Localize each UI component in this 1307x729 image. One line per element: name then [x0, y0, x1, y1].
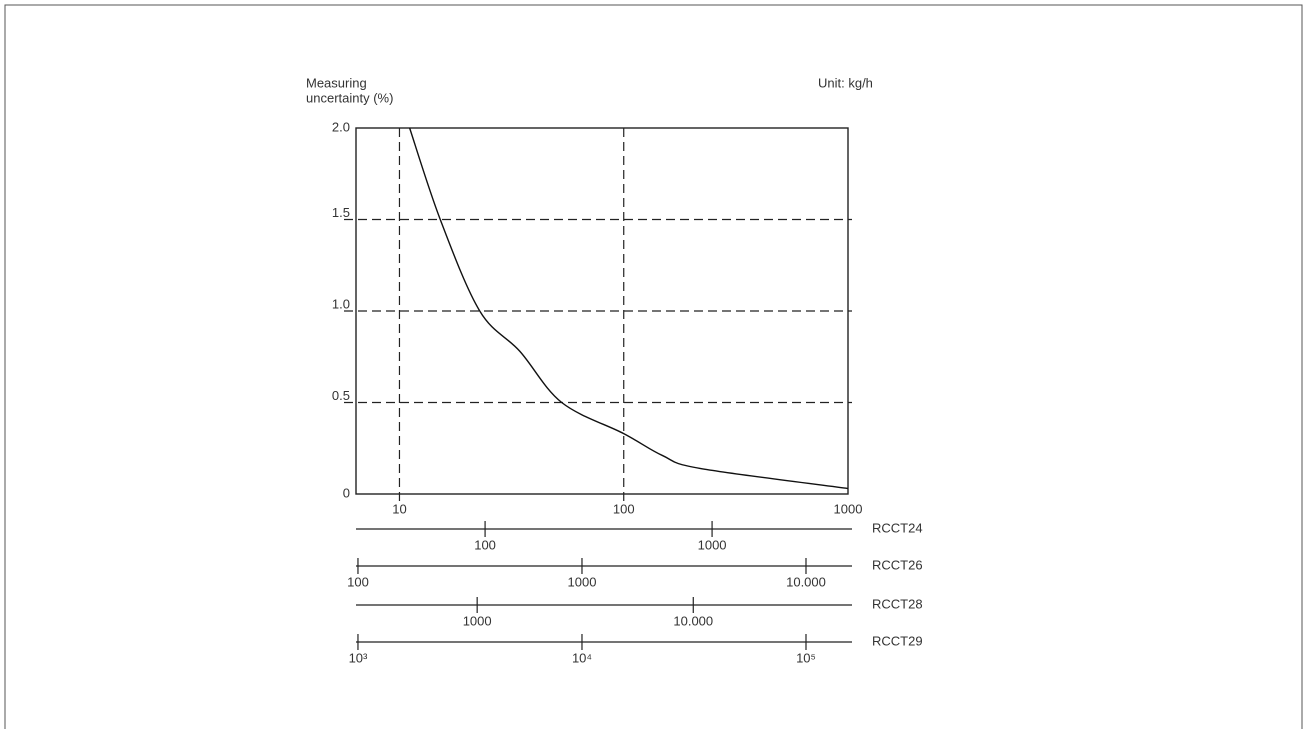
scale-name: RCCT29: [872, 633, 923, 648]
y-tick-label: 2.0: [332, 119, 350, 134]
scale-name: RCCT28: [872, 596, 923, 611]
y-tick-label: 0.5: [332, 388, 350, 403]
x-tick-label: 100: [613, 501, 635, 516]
y-tick-label: 0: [343, 485, 350, 500]
scale-tick-label: 10.000: [786, 574, 826, 589]
scale-tick-label: 10³: [349, 650, 368, 665]
y-tick-label: 1.0: [332, 296, 350, 311]
scale-name: RCCT24: [872, 520, 923, 535]
page-frame: [4, 4, 1303, 729]
scale-tick-label: 10⁴: [572, 650, 592, 665]
scale-tick-label: 10⁵: [796, 650, 816, 665]
x-tick-label: 10: [392, 501, 406, 516]
curve: [408, 127, 849, 490]
scale-tick-label: 1000: [568, 574, 597, 589]
x-tick-label: 1000: [834, 501, 863, 516]
scale-tick-label: 100: [474, 537, 496, 552]
scale-tick-label: 1000: [463, 613, 492, 628]
y-tick-label: 1.5: [332, 205, 350, 220]
scale-tick-label: 10.000: [673, 613, 713, 628]
annotation: Unit: kg/h: [818, 75, 873, 90]
scale-tick-label: 100: [347, 574, 369, 589]
scale-name: RCCT26: [872, 557, 923, 572]
y-axis-label: uncertainty (%): [306, 90, 393, 105]
scale-tick-label: 1000: [698, 537, 727, 552]
y-axis-label: Measuring: [306, 75, 367, 90]
